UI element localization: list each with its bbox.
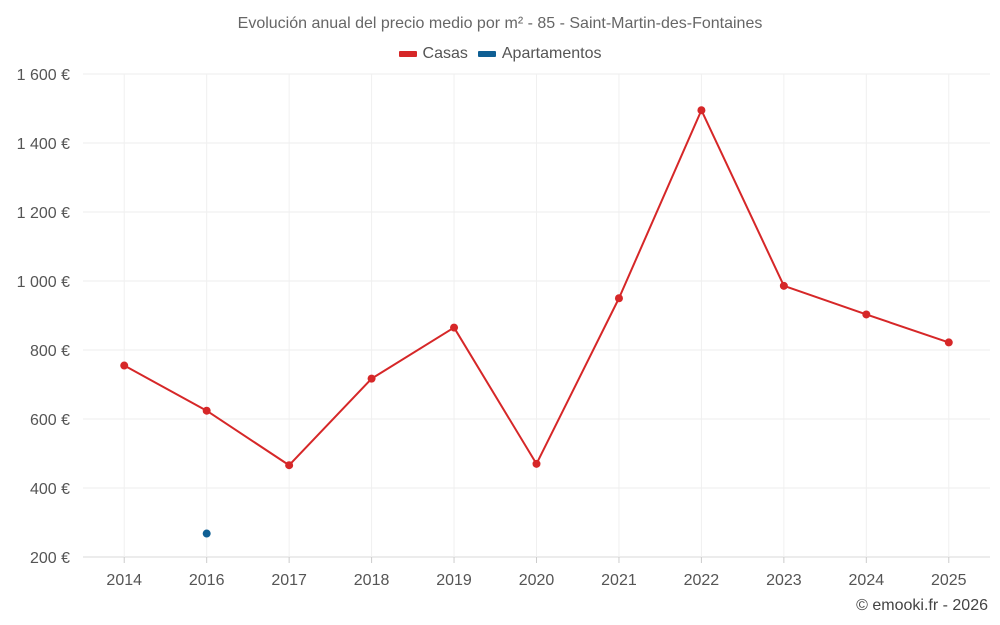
x-tick-label: 2017 — [271, 572, 307, 589]
x-tick-label: 2014 — [106, 572, 142, 589]
data-point-casas[interactable] — [614, 294, 623, 303]
x-tick-label: 2019 — [436, 572, 472, 589]
chart-title: Evolución anual del precio medio por m² … — [237, 15, 763, 32]
legend-swatch-casas — [398, 51, 417, 57]
data-point-casas[interactable] — [120, 361, 129, 370]
legend-item-apartamentos[interactable]: Apartamentos — [477, 45, 602, 63]
x-tick-label: 2025 — [931, 572, 967, 589]
data-point-casas[interactable] — [697, 106, 706, 115]
y-tick-label: 1 200 € — [17, 205, 70, 222]
x-tick-label: 2024 — [849, 572, 885, 589]
copyright-text: © emooki.fr - 2026 — [856, 597, 988, 614]
legend-swatch-apartamentos — [477, 51, 496, 57]
x-tick-label: 2023 — [766, 572, 802, 589]
data-point-apartamentos[interactable] — [202, 529, 211, 538]
data-point-casas[interactable] — [285, 461, 294, 470]
x-tick-label: 2021 — [601, 572, 637, 589]
legend-item-casas[interactable]: Casas — [398, 45, 468, 63]
data-point-casas[interactable] — [779, 281, 788, 290]
y-tick-label: 400 € — [30, 481, 70, 498]
x-tick-label: 2022 — [684, 572, 720, 589]
data-point-casas[interactable] — [862, 310, 871, 319]
data-point-casas[interactable] — [450, 323, 459, 332]
y-tick-label: 600 € — [30, 412, 70, 429]
x-tick-label: 2016 — [189, 572, 225, 589]
y-tick-label: 1 000 € — [17, 274, 70, 291]
legend-label-casas: Casas — [422, 45, 468, 62]
data-point-casas[interactable] — [944, 338, 953, 347]
x-tick-label: 2018 — [354, 572, 390, 589]
data-point-casas[interactable] — [367, 374, 376, 383]
data-point-casas[interactable] — [532, 459, 541, 468]
legend-label-apartamentos: Apartamentos — [501, 45, 602, 62]
data-point-casas[interactable] — [202, 406, 211, 415]
y-tick-label: 200 € — [30, 550, 70, 567]
x-tick-label: 2020 — [519, 572, 555, 589]
chart-legend: Casas Apartamentos — [0, 45, 1000, 63]
y-tick-label: 1 400 € — [17, 136, 70, 153]
y-tick-label: 800 € — [30, 343, 70, 360]
y-tick-label: 1 600 € — [17, 67, 70, 84]
